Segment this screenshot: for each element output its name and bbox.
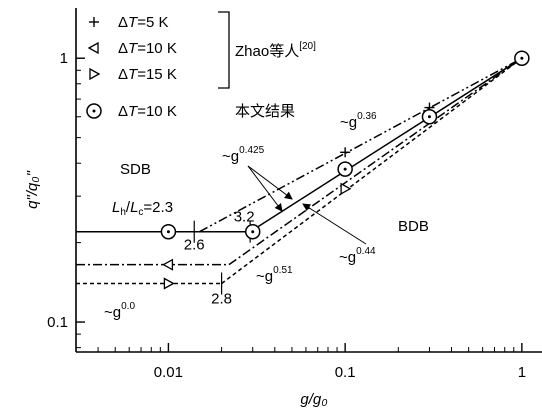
legend-item-2: ΔT=10 K bbox=[118, 40, 177, 57]
arrow-0425-b bbox=[247, 165, 293, 200]
y-axis-title: q"/q₀" bbox=[24, 170, 41, 208]
series-4-point bbox=[160, 223, 177, 240]
x-tick-label: 1 bbox=[518, 364, 526, 381]
arrow-044 bbox=[302, 203, 367, 245]
transition-mark-label: 3.2 bbox=[234, 209, 255, 226]
bdb-label: BDB bbox=[398, 218, 429, 235]
x-axis-title: g/g₀ bbox=[300, 391, 327, 408]
series-3-point bbox=[340, 182, 352, 195]
legend: ΔT=5 K ΔT=10 K ΔT=15 K ΔT=10 K Zhao等人[20… bbox=[86, 11, 316, 120]
series-2-fit-line bbox=[228, 57, 523, 266]
legend-item-1: ΔT=5 K bbox=[118, 14, 168, 31]
sdb-label: SDB bbox=[120, 161, 151, 178]
series-lines bbox=[76, 57, 523, 285]
legend-marker-2 bbox=[87, 41, 99, 55]
slope-label-0425: ~g0.425 bbox=[222, 145, 265, 165]
series-1-point bbox=[340, 147, 351, 158]
slope-label-036: ~g0.36 bbox=[340, 111, 377, 131]
slope-label-051: ~g0.51 bbox=[256, 265, 293, 285]
slope-label-00: ~g0.0 bbox=[104, 301, 135, 321]
legend-item-4: ΔT=10 K bbox=[118, 103, 177, 120]
legend-group-bracket bbox=[218, 11, 230, 89]
length-ratio-label: Lh/Lc=2.3 bbox=[112, 199, 173, 218]
axis-ticks: 0.01 0.1 1 0.1 1 bbox=[47, 50, 526, 381]
slope-label-044: ~g0.44 bbox=[339, 246, 376, 266]
transition-mark-label: 2.8 bbox=[211, 290, 232, 307]
series-4-point bbox=[244, 223, 261, 240]
legend-item-3: ΔT=15 K bbox=[118, 66, 177, 83]
series-4-point bbox=[421, 108, 438, 125]
y-tick-label: 0.1 bbox=[47, 314, 68, 331]
legend-marker-4 bbox=[86, 103, 102, 119]
transition-marks: 2.6 3.2 2.8 bbox=[184, 209, 255, 308]
legend-marker-1 bbox=[89, 17, 99, 27]
series-4-point bbox=[337, 161, 353, 177]
series-2-point bbox=[162, 258, 174, 271]
x-tick-label: 0.01 bbox=[154, 364, 183, 381]
legend-marker-3 bbox=[89, 67, 101, 81]
legend-own-label: 本文结果 bbox=[235, 103, 295, 120]
series-3-point bbox=[163, 277, 175, 290]
legend-group-label: Zhao等人[20] bbox=[235, 41, 316, 60]
series-1-fit-line bbox=[199, 57, 523, 233]
arrow-0425-a bbox=[247, 165, 283, 212]
y-tick-label: 1 bbox=[60, 50, 68, 67]
transition-mark-label: 2.6 bbox=[184, 237, 205, 254]
series-4-point bbox=[514, 50, 530, 66]
series-markers bbox=[160, 50, 530, 290]
series-4-fit-line bbox=[249, 57, 523, 233]
x-tick-label: 0.1 bbox=[335, 364, 356, 381]
